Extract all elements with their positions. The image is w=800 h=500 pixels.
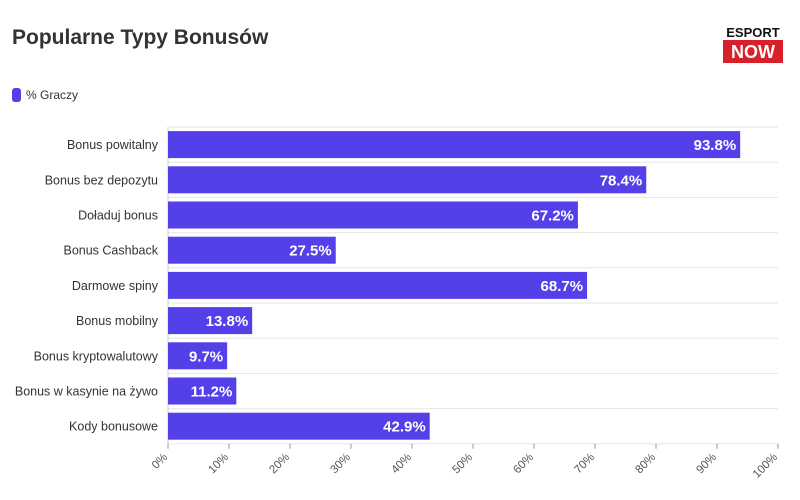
bar — [168, 201, 578, 229]
category-label: Bonus powitalny — [67, 138, 159, 152]
bar — [168, 342, 228, 370]
x-tick-label: 10% — [206, 451, 231, 476]
bar — [168, 377, 237, 405]
category-label: Bonus mobilny — [76, 314, 159, 328]
bar-value-label: 67.2% — [531, 208, 574, 225]
bar — [168, 236, 336, 264]
bar-value-label: 42.9% — [383, 419, 426, 436]
legend-label: % Graczy — [26, 88, 79, 102]
bar-value-label: 93.8% — [694, 137, 737, 154]
legend: % Graczy — [12, 88, 78, 102]
x-tick-label: 50% — [450, 451, 475, 476]
bar-value-label: 78.4% — [600, 172, 643, 189]
bar-value-label: 27.5% — [289, 243, 332, 260]
bar — [168, 307, 253, 335]
x-tick-label: 70% — [572, 451, 597, 476]
x-tick-label: 20% — [267, 451, 292, 476]
category-label: Doładuj bonus — [78, 209, 158, 223]
category-label: Bonus w kasynie na żywo — [15, 385, 158, 399]
x-tick-label: 0% — [150, 451, 170, 471]
bar — [168, 412, 430, 440]
x-tick-label: 100% — [751, 451, 780, 480]
bar — [168, 271, 588, 299]
logo-top-text: ESPORT — [726, 25, 780, 40]
x-tick-label: 60% — [511, 451, 536, 476]
category-label: Bonus Cashback — [63, 244, 158, 258]
bar — [168, 131, 741, 159]
x-tick-label: 80% — [633, 451, 658, 476]
bar-value-label: 9.7% — [189, 348, 223, 365]
esportnow-logo: ESPORT NOW — [723, 25, 783, 63]
category-label: Darmowe spiny — [72, 279, 159, 293]
category-label: Kody bonusowe — [69, 420, 158, 434]
chart-title: Popularne Typy Bonusów — [12, 26, 269, 49]
bar — [168, 166, 647, 194]
logo-bottom-text: NOW — [731, 42, 775, 62]
logo-red-block — [723, 40, 783, 63]
bar-value-label: 11.2% — [191, 384, 233, 401]
x-tick-label: 30% — [328, 451, 353, 476]
category-label: Bonus kryptowalutowy — [34, 349, 159, 363]
x-tick-label: 40% — [389, 451, 414, 476]
x-tick-label: 90% — [694, 451, 719, 476]
bar-value-label: 68.7% — [541, 278, 584, 295]
bar-value-label: 13.8% — [206, 313, 249, 330]
category-label: Bonus bez depozytu — [45, 173, 158, 187]
legend-swatch — [12, 88, 21, 102]
